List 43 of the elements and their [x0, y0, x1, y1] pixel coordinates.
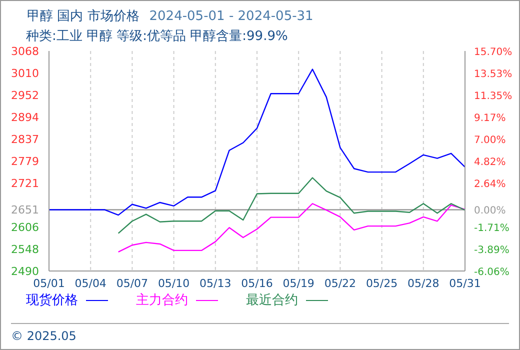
y2-tick-label: 2.64%	[474, 179, 506, 190]
x-tick-label: 05/22	[324, 276, 356, 290]
y2-tick-label: 13.53%	[474, 68, 512, 80]
x-tick-label: 05/19	[282, 276, 314, 290]
y2-tick-label: 4.82%	[474, 157, 506, 168]
line-series	[49, 68, 465, 216]
y-tick-label: 2779	[11, 155, 39, 168]
y-tick-label: 2952	[11, 89, 39, 102]
x-tick-label: 05/25	[366, 276, 398, 290]
y-tick-label: 3010	[11, 67, 39, 80]
x-tick-label: 05/16	[241, 276, 273, 290]
x-tick-label: 05/28	[408, 276, 440, 290]
y2-tick-label: 7.00%	[474, 134, 506, 146]
y2-tick-label: -3.89%	[474, 245, 510, 256]
y-tick-label: 2837	[11, 132, 39, 146]
y2-tick-label: -1.71%	[474, 223, 510, 234]
chart-title: 甲醇 国内 市场价格	[27, 9, 140, 24]
legend-label: 现货价格	[26, 292, 78, 309]
y-tick-label: 2606	[11, 220, 39, 234]
y-tick-label: 2894	[11, 111, 39, 124]
x-tick-label: 05/10	[158, 276, 190, 290]
text: © 2025.05	[11, 329, 76, 343]
x-tick-label: 05/01	[33, 276, 65, 290]
line-series	[118, 177, 465, 234]
text: 种类:工业 甲醇 等级:优等品 甲醇含量:99.9%	[26, 28, 288, 45]
y-tick-label: 2548	[11, 242, 39, 256]
x-tick-label: 05/07	[116, 276, 148, 290]
y2-tick-label: 9.17%	[474, 113, 506, 124]
legend-label: 最近合约	[246, 292, 298, 309]
x-tick-label: 05/13	[200, 276, 232, 290]
line-series	[118, 203, 465, 253]
y-tick-label: 3068	[11, 45, 39, 58]
y-tick-label: 2721	[11, 177, 39, 190]
chart-subtitle: 2024-05-01 - 2024-05-31	[149, 9, 314, 24]
x-tick-label: 05/04	[74, 276, 106, 290]
y-tick-label: 2490	[11, 265, 39, 278]
y2-tick-label: -6.06%	[474, 267, 510, 278]
y-tick-label: 2651	[11, 204, 39, 217]
y2-tick-label: 15.70%	[474, 47, 512, 58]
legend-label: 主力合约	[136, 292, 188, 309]
y2-tick-label: 11.35%	[474, 90, 512, 102]
x-tick-label: 05/31	[449, 276, 481, 290]
y2-tick-label: 0.00%	[474, 206, 506, 217]
